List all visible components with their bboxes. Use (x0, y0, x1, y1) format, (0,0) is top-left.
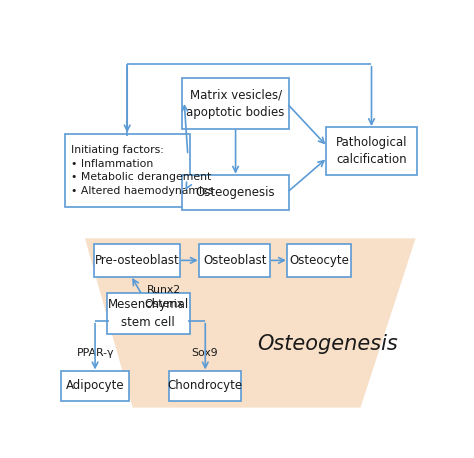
FancyBboxPatch shape (107, 293, 190, 333)
FancyBboxPatch shape (326, 127, 418, 175)
FancyBboxPatch shape (65, 134, 190, 207)
Text: Sox9: Sox9 (191, 348, 218, 358)
FancyBboxPatch shape (199, 244, 271, 277)
Polygon shape (85, 238, 416, 408)
Text: Osteocyte: Osteocyte (289, 254, 349, 267)
FancyBboxPatch shape (287, 244, 351, 277)
Text: Osteogenesis: Osteogenesis (257, 334, 398, 354)
Text: Matrix vesicles/
apoptotic bodies: Matrix vesicles/ apoptotic bodies (186, 88, 285, 119)
Text: Runx2
Osterix: Runx2 Osterix (145, 284, 183, 309)
FancyBboxPatch shape (182, 78, 289, 129)
Text: Osteoblast: Osteoblast (203, 254, 266, 267)
FancyBboxPatch shape (169, 371, 241, 401)
Text: Initiating factors:
• Inflammation
• Metabolic derangement
• Altered haemodynami: Initiating factors: • Inflammation • Met… (71, 145, 214, 196)
Text: Mesenchymal
stem cell: Mesenchymal stem cell (108, 298, 189, 328)
FancyBboxPatch shape (61, 371, 129, 401)
FancyBboxPatch shape (182, 175, 289, 210)
Text: PPAR-γ: PPAR-γ (77, 348, 115, 358)
Text: Pre-osteoblast: Pre-osteoblast (95, 254, 180, 267)
Text: Osteogenesis: Osteogenesis (196, 186, 275, 199)
FancyBboxPatch shape (94, 244, 181, 277)
Text: Chondrocyte: Chondrocyte (168, 379, 243, 392)
Text: Pathological
calcification: Pathological calcification (336, 136, 407, 166)
Text: Adipocyte: Adipocyte (66, 379, 124, 392)
